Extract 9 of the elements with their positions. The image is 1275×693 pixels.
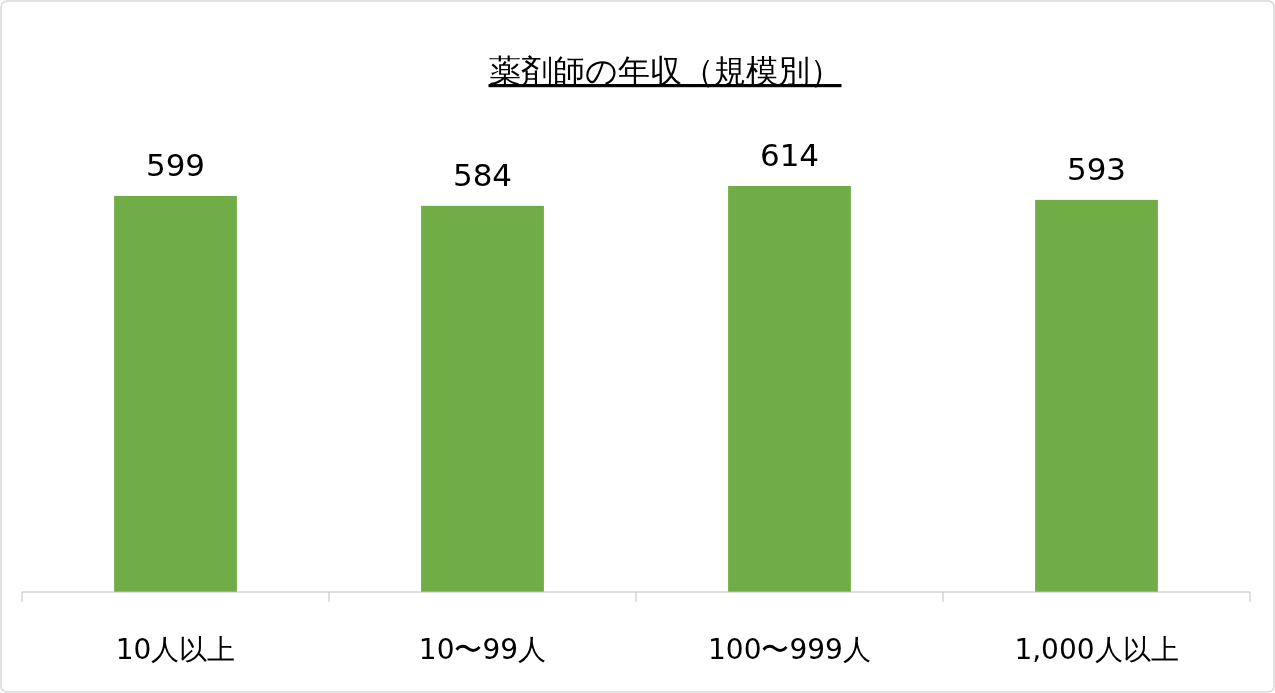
data-label: 584 — [452, 156, 513, 193]
chart-title: 薬剤師の年収（規模別） — [488, 52, 842, 90]
x-tick-label: 10〜99人 — [418, 633, 547, 666]
data-label: 599 — [145, 146, 206, 183]
data-label: 614 — [759, 137, 820, 173]
x-tick-label: 100〜999人 — [708, 633, 871, 666]
x-tick-label: 10人以上 — [115, 633, 236, 666]
x-tick-label: 1,000人以上 — [1014, 633, 1179, 666]
data-label: 593 — [1066, 150, 1127, 187]
